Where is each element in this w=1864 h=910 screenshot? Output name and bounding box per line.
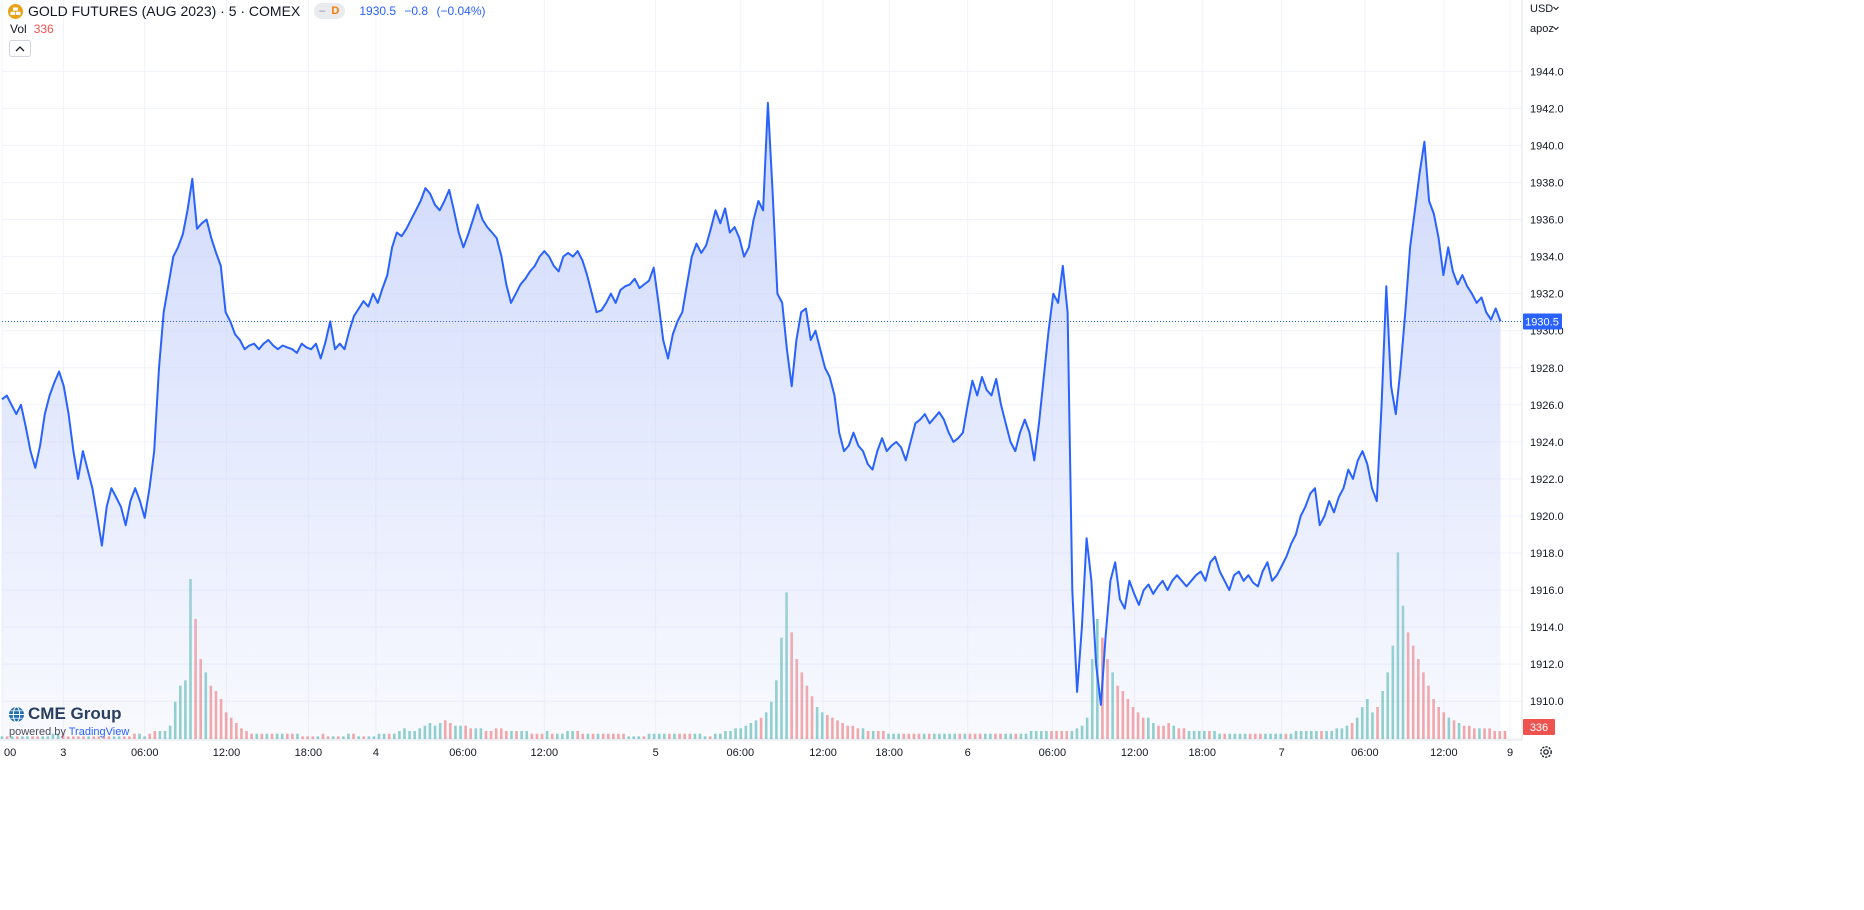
caret-down-icon — [1553, 26, 1559, 31]
time-tick-label: 4 — [373, 747, 379, 759]
price-tick-label: 1934.0 — [1530, 252, 1564, 264]
cme-logo-text: CME Group — [28, 704, 122, 723]
price-line-group — [1, 101, 1522, 706]
gold-bars-icon — [8, 3, 23, 19]
time-tick-label: 5 — [653, 747, 659, 759]
axes: 1910.0 1912.0 1914.0 1916.0 1918.0 1920.0 1922… — [0, 0, 1564, 759]
price-tick-label: 1932.0 — [1530, 289, 1564, 301]
price-tick-label: 1926.0 — [1530, 400, 1564, 412]
volume-legend[interactable]: Vol 336 — [10, 22, 54, 36]
price-tick-label: 1944.0 — [1530, 66, 1564, 78]
currency-label: USD — [1530, 3, 1554, 15]
chevron-up-icon — [15, 45, 25, 51]
price-tick-label: 1910.0 — [1530, 696, 1564, 708]
collapse-legend-button[interactable] — [9, 40, 31, 57]
currency-dropdown[interactable]: USD — [1526, 0, 1562, 18]
volume-badge-label: 336 — [1530, 722, 1548, 734]
price-line — [1, 101, 1502, 706]
caret-down-icon — [1553, 6, 1559, 11]
data-status-dash: – — [319, 5, 326, 17]
price-tick-label: 1920.0 — [1530, 511, 1564, 523]
time-tick-label: 12:00 — [809, 747, 837, 759]
price-tick-label: 1922.0 — [1530, 474, 1564, 486]
price-tick-label: 1936.0 — [1530, 215, 1564, 227]
price-tick-label: 1918.0 — [1530, 548, 1564, 560]
time-tick-label: 18:00 — [295, 747, 323, 759]
time-tick-label: 06:00 — [1351, 747, 1379, 759]
price-tick-label: 1928.0 — [1530, 363, 1564, 375]
time-tick-label: 18:00 — [1188, 747, 1216, 759]
time-tick-label: 06:00 — [131, 747, 159, 759]
time-tick-label: 12:00 — [1121, 747, 1149, 759]
last-price-badge-label: 1930.5 — [1525, 316, 1559, 328]
data-status-badge[interactable]: – D — [314, 3, 346, 19]
price-tick-label: 1916.0 — [1530, 585, 1564, 597]
powered-by[interactable]: powered by TradingView — [9, 726, 129, 738]
unit-dropdown[interactable]: apoz — [1526, 20, 1562, 38]
chart-settings-button[interactable] — [1538, 744, 1554, 760]
volume-label: Vol — [10, 22, 27, 36]
last-price-badge — [1523, 313, 1562, 330]
price-tick-label: 1912.0 — [1530, 659, 1564, 671]
price-tick-label: 1938.0 — [1530, 178, 1564, 190]
gear-icon — [1540, 746, 1552, 758]
last-price: 1930.5 — [359, 4, 397, 18]
tradingview-link[interactable]: TradingView — [68, 726, 130, 738]
time-tick-label: 7 — [1279, 747, 1285, 759]
powered-prefix: powered by — [9, 726, 66, 738]
time-tick-label: 6 — [965, 747, 971, 759]
price-tick-label: 1940.0 — [1530, 140, 1564, 152]
globe-icon — [9, 706, 24, 722]
time-tick-label: 9 — [1507, 747, 1513, 759]
cme-group-logo: CME Group — [8, 704, 122, 724]
price-tick-label: 1914.0 — [1530, 622, 1564, 634]
unit-label: apoz — [1530, 23, 1554, 35]
price-area — [2, 102, 1501, 740]
time-tick-label: 06:00 — [1039, 747, 1067, 759]
time-tick-label: 06:00 — [449, 747, 477, 759]
legend-values: 1930.5 −0.8 (−0.04%) — [359, 4, 490, 18]
time-tick-label: 00 — [4, 747, 16, 759]
time-tick-label: 12:00 — [531, 747, 559, 759]
volume-badge — [1523, 719, 1555, 735]
price-tick-label: 1924.0 — [1530, 437, 1564, 449]
volume-bar — [1503, 731, 1507, 739]
time-tick-label: 12:00 — [213, 747, 241, 759]
time-tick-label: 18:00 — [875, 747, 903, 759]
price-change-percent: (−0.04%) — [436, 4, 486, 18]
symbol-legend[interactable]: GOLD FUTURES (AUG 2023) · 5 · COMEX – D … — [8, 0, 490, 22]
time-tick-label: 06:00 — [727, 747, 755, 759]
price-tick-label: 1942.0 — [1530, 103, 1564, 115]
volume-bar — [0, 736, 4, 739]
price-area-fill — [2, 102, 1501, 740]
symbol-title[interactable]: GOLD FUTURES (AUG 2023) · 5 · COMEX — [28, 3, 301, 19]
time-tick-label: 3 — [60, 747, 66, 759]
volume-value: 336 — [33, 22, 54, 36]
data-status-letter: D — [331, 5, 340, 17]
time-tick-label: 12:00 — [1430, 747, 1458, 759]
price-change: −0.8 — [404, 4, 429, 18]
